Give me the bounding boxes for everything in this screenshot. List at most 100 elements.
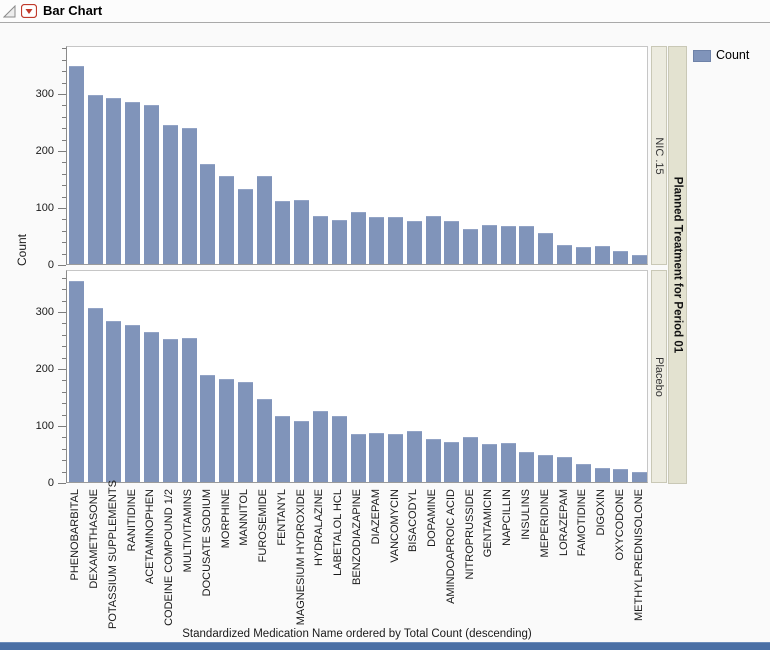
bar-furosemide[interactable]	[256, 399, 272, 482]
x-category-label: FUROSEMIDE	[257, 489, 270, 563]
y-minor-tick	[62, 449, 66, 450]
bar-morphine[interactable]	[219, 379, 235, 482]
y-major-tick	[58, 94, 66, 95]
y-minor-tick	[62, 83, 66, 84]
bar-amindoaproic-acid[interactable]	[444, 221, 460, 264]
bar-fentanyl[interactable]	[275, 416, 291, 482]
bar-phenobarbital[interactable]	[68, 281, 84, 482]
bar-benzodiazapine[interactable]	[350, 434, 366, 482]
bar-gentamicin[interactable]	[481, 444, 497, 482]
bar-dopamine[interactable]	[425, 439, 441, 482]
y-tick-label: 0	[47, 477, 54, 489]
bar-acetaminophen[interactable]	[143, 105, 159, 264]
x-category-label: PHENOBARBITAL	[69, 489, 82, 581]
bar-lorazepam[interactable]	[557, 245, 573, 264]
y-tick-label: 200	[35, 145, 54, 157]
x-category-label: DOCUSATE SODIUM	[200, 489, 213, 597]
bar-oxycodone[interactable]	[613, 251, 629, 264]
bar-digoxin[interactable]	[594, 246, 610, 264]
y-minor-tick	[62, 117, 66, 118]
y-minor-tick	[62, 403, 66, 404]
y-minor-tick	[62, 162, 66, 163]
bar-meperidine[interactable]	[538, 455, 554, 482]
y-minor-tick	[62, 346, 66, 347]
y-minor-tick	[62, 415, 66, 416]
bar-codeine-compound-1-2[interactable]	[162, 125, 178, 264]
bar-oxycodone[interactable]	[613, 469, 629, 482]
bar-digoxin[interactable]	[594, 468, 610, 482]
bar-meperidine[interactable]	[538, 233, 554, 264]
bar-multivitamins[interactable]	[181, 128, 197, 264]
bar-diazepam[interactable]	[369, 433, 385, 482]
bar-potassium-supplements[interactable]	[106, 321, 122, 482]
y-minor-tick	[62, 472, 66, 473]
y-minor-tick	[62, 48, 66, 49]
bar-labetalol-hcl[interactable]	[331, 220, 347, 264]
bar-famotidine[interactable]	[575, 464, 591, 482]
bar-nitroprusside[interactable]	[463, 437, 479, 482]
bar-insulins[interactable]	[519, 226, 535, 264]
bar-ranitidine[interactable]	[125, 102, 141, 264]
x-category-label: NITROPRUSSIDE	[463, 489, 476, 580]
bar-insulins[interactable]	[519, 452, 535, 482]
bar-docusate-sodium[interactable]	[200, 164, 216, 264]
bar-napcillin[interactable]	[500, 226, 516, 264]
bar-chart-canvas: Count Standardized Medication Name order…	[0, 22, 770, 642]
collapse-triangle-icon[interactable]	[2, 4, 16, 18]
bar-dexamethasone[interactable]	[87, 308, 103, 482]
bar-lorazepam[interactable]	[557, 457, 573, 482]
x-category-label: DIAZEPAM	[369, 489, 382, 545]
bar-bisacodyl[interactable]	[406, 221, 422, 264]
bar-morphine[interactable]	[219, 176, 235, 264]
legend: Count	[693, 47, 768, 67]
bar-potassium-supplements[interactable]	[106, 98, 122, 264]
x-category-label: INSULINS	[519, 489, 532, 540]
bar-napcillin[interactable]	[500, 443, 516, 482]
bar-hydralazine[interactable]	[312, 411, 328, 482]
panel-label-nic15: NIC .15	[653, 136, 665, 175]
bar-furosemide[interactable]	[256, 176, 272, 264]
bar-dexamethasone[interactable]	[87, 95, 103, 264]
bar-diazepam[interactable]	[369, 217, 385, 264]
x-category-label: OXYCODONE	[613, 489, 626, 561]
x-category-label: NAPCILLIN	[501, 489, 514, 546]
y-tick-label: 100	[35, 202, 54, 214]
bar-vancomycin[interactable]	[388, 434, 404, 482]
legend-count-swatch[interactable]	[693, 50, 711, 62]
bar-magnesium-hydroxide[interactable]	[294, 200, 310, 264]
bar-famotidine[interactable]	[575, 247, 591, 264]
y-tick-label: 200	[35, 363, 54, 375]
bar-acetaminophen[interactable]	[143, 332, 159, 482]
bar-fentanyl[interactable]	[275, 201, 291, 264]
bar-ranitidine[interactable]	[125, 325, 141, 482]
x-category-label: ACETAMINOPHEN	[144, 489, 157, 585]
group-variable-label: Planned Treatment for Period 01	[671, 176, 684, 354]
bar-benzodiazapine[interactable]	[350, 212, 366, 264]
bar-mannitol[interactable]	[237, 189, 253, 264]
panel-label-placebo: Placebo	[653, 356, 665, 397]
bar-labetalol-hcl[interactable]	[331, 416, 347, 482]
bar-bisacodyl[interactable]	[406, 431, 422, 482]
bar-amindoaproic-acid[interactable]	[444, 442, 460, 482]
bar-gentamicin[interactable]	[481, 225, 497, 264]
bar-magnesium-hydroxide[interactable]	[294, 421, 310, 482]
legend-count-label: Count	[716, 48, 750, 62]
y-minor-tick	[62, 140, 66, 141]
bar-codeine-compound-1-2[interactable]	[162, 339, 178, 482]
y-minor-tick	[62, 392, 66, 393]
bar-vancomycin[interactable]	[388, 217, 404, 264]
bar-nitroprusside[interactable]	[463, 229, 479, 264]
bar-methylprednisolone[interactable]	[632, 255, 648, 264]
bar-methylprednisolone[interactable]	[632, 472, 648, 482]
bar-multivitamins[interactable]	[181, 338, 197, 482]
x-category-label: MULTIVITAMINS	[182, 489, 195, 573]
x-category-label: DOPAMINE	[426, 489, 439, 547]
bar-hydralazine[interactable]	[312, 216, 328, 264]
red-menu-button[interactable]	[20, 3, 38, 19]
bar-docusate-sodium[interactable]	[200, 375, 216, 482]
bar-dopamine[interactable]	[425, 216, 441, 264]
bar-mannitol[interactable]	[237, 382, 253, 482]
bar-phenobarbital[interactable]	[68, 66, 84, 264]
x-category-label: MEPERIDINE	[538, 489, 551, 558]
y-minor-tick	[62, 335, 66, 336]
